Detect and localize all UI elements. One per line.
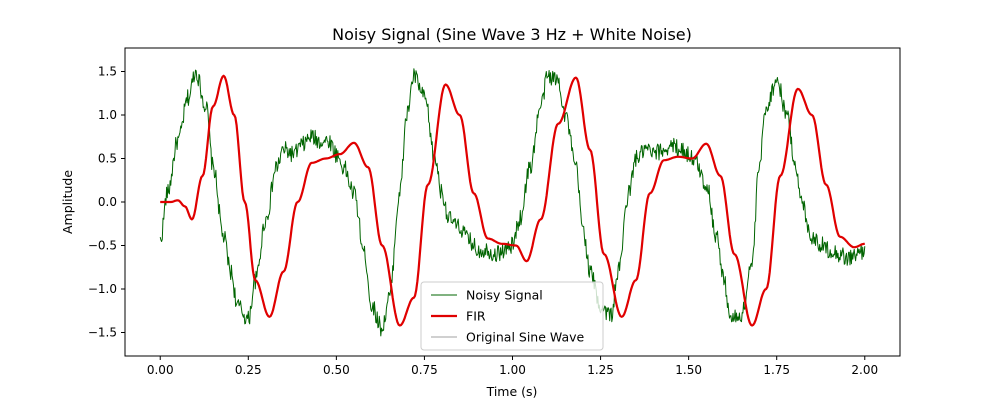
x-axis-ticks: 0.00 0.25 0.50 0.75 1.00 1.25 1.50 1.75 2.00 [147,356,878,377]
y-tick-label: 1.0 [98,108,117,122]
legend: Noisy Signal FIR Original Sine Wave [420,281,604,351]
y-tick-label: −1.0 [88,282,117,296]
y-tick-label: 0.5 [98,151,117,165]
y-tick-label: 1.5 [98,64,117,78]
y-tick-label: −0.5 [88,239,117,253]
chart-title: Noisy Signal (Sine Wave 3 Hz + White Noi… [332,25,692,44]
y-tick-label: −1.5 [88,326,117,340]
x-tick-label: 0.50 [323,363,350,377]
x-tick-label: 0.75 [411,363,438,377]
x-tick-label: 0.00 [147,363,174,377]
y-tick-label: 0.0 [98,195,117,209]
x-tick-label: 1.00 [499,363,526,377]
x-tick-label: 1.75 [763,363,790,377]
legend-label: Original Sine Wave [466,330,584,345]
series-line-noisy-signal [159,68,866,337]
x-tick-label: 0.25 [235,363,262,377]
legend-entries: Noisy Signal FIR Original Sine Wave [431,288,584,345]
series-line-fir [160,74,865,327]
legend-label: FIR [466,309,486,324]
legend-label: Noisy Signal [466,288,543,303]
x-tick-label: 1.50 [675,363,702,377]
series-layer [159,68,866,337]
x-tick-label: 1.25 [587,363,614,377]
y-axis-ticks: −1.5 −1.0 −0.5 0.0 0.5 1.0 1.5 [88,64,125,340]
x-axis-label: Time (s) [486,384,538,399]
x-tick-label: 2.00 [851,363,878,377]
legend-box [420,281,604,351]
y-axis-label: Amplitude [60,170,75,234]
